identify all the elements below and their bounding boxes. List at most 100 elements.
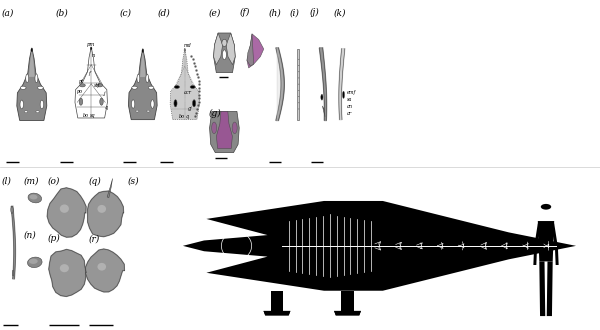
- Polygon shape: [271, 291, 283, 311]
- Polygon shape: [551, 223, 559, 265]
- Ellipse shape: [31, 48, 32, 52]
- Text: pm: pm: [87, 42, 95, 47]
- Ellipse shape: [184, 49, 185, 51]
- Text: f: f: [89, 72, 91, 77]
- Polygon shape: [339, 49, 345, 120]
- Ellipse shape: [232, 122, 237, 134]
- Text: md: md: [183, 43, 191, 48]
- Circle shape: [190, 85, 195, 88]
- Text: (j): (j): [310, 8, 319, 17]
- Polygon shape: [214, 33, 235, 73]
- Circle shape: [175, 85, 179, 88]
- Polygon shape: [322, 106, 325, 117]
- Text: q: q: [104, 105, 108, 110]
- Polygon shape: [29, 49, 35, 77]
- Ellipse shape: [40, 100, 44, 109]
- Ellipse shape: [35, 74, 38, 83]
- Text: pt: pt: [79, 79, 84, 83]
- Polygon shape: [341, 291, 353, 311]
- Text: (m): (m): [24, 177, 40, 185]
- Circle shape: [541, 204, 551, 210]
- Ellipse shape: [193, 100, 196, 107]
- Ellipse shape: [146, 74, 149, 83]
- Ellipse shape: [11, 206, 13, 214]
- Circle shape: [20, 86, 26, 89]
- Polygon shape: [247, 34, 264, 68]
- Polygon shape: [539, 261, 545, 316]
- Ellipse shape: [222, 39, 227, 47]
- Text: stf: stf: [94, 83, 100, 88]
- Polygon shape: [209, 112, 239, 152]
- Text: (e): (e): [209, 8, 221, 17]
- Text: (p): (p): [48, 234, 61, 244]
- Ellipse shape: [142, 49, 143, 52]
- Polygon shape: [128, 49, 157, 120]
- Ellipse shape: [20, 100, 23, 109]
- Polygon shape: [538, 221, 554, 261]
- Text: n: n: [92, 53, 95, 58]
- Text: bo: bo: [178, 114, 184, 119]
- Polygon shape: [276, 48, 284, 120]
- Polygon shape: [86, 249, 124, 292]
- Ellipse shape: [60, 264, 69, 272]
- Circle shape: [136, 110, 139, 112]
- Ellipse shape: [26, 74, 29, 83]
- Polygon shape: [547, 261, 553, 316]
- Text: q: q: [185, 114, 188, 119]
- Polygon shape: [334, 311, 361, 315]
- Text: an: an: [347, 104, 353, 109]
- Polygon shape: [183, 201, 576, 291]
- Ellipse shape: [100, 98, 103, 105]
- Ellipse shape: [321, 94, 323, 100]
- Text: (r): (r): [89, 234, 100, 243]
- Text: j: j: [104, 91, 105, 96]
- Text: ar: ar: [347, 112, 352, 116]
- Ellipse shape: [212, 122, 217, 134]
- Text: gj: gj: [188, 107, 193, 112]
- Polygon shape: [11, 206, 16, 279]
- Polygon shape: [75, 47, 107, 118]
- Polygon shape: [0, 0, 600, 167]
- Polygon shape: [247, 34, 254, 66]
- Polygon shape: [88, 191, 124, 237]
- Polygon shape: [140, 50, 146, 77]
- Circle shape: [146, 110, 150, 112]
- Ellipse shape: [91, 47, 92, 50]
- Text: (k): (k): [334, 8, 346, 17]
- Ellipse shape: [79, 98, 83, 105]
- Polygon shape: [533, 223, 541, 265]
- Circle shape: [80, 84, 85, 87]
- Polygon shape: [217, 112, 232, 148]
- Text: sa: sa: [347, 97, 352, 102]
- Ellipse shape: [137, 74, 140, 83]
- Polygon shape: [226, 33, 235, 65]
- Polygon shape: [263, 311, 290, 315]
- Text: (d): (d): [157, 8, 170, 17]
- Polygon shape: [170, 49, 199, 120]
- Polygon shape: [17, 48, 47, 120]
- Text: bo: bo: [83, 113, 89, 117]
- Ellipse shape: [28, 257, 42, 268]
- Ellipse shape: [131, 100, 135, 108]
- Text: (a): (a): [1, 8, 14, 17]
- Polygon shape: [263, 311, 290, 315]
- Ellipse shape: [60, 204, 69, 213]
- Polygon shape: [47, 188, 86, 237]
- Ellipse shape: [12, 270, 14, 276]
- Polygon shape: [277, 48, 283, 120]
- Text: (g): (g): [209, 109, 221, 118]
- Text: (b): (b): [55, 8, 68, 17]
- Text: (c): (c): [120, 8, 132, 17]
- Circle shape: [148, 86, 154, 89]
- Text: po: po: [76, 88, 82, 93]
- Ellipse shape: [28, 193, 41, 203]
- Circle shape: [132, 86, 137, 89]
- Ellipse shape: [223, 50, 226, 60]
- Polygon shape: [297, 49, 299, 120]
- Text: acr: acr: [184, 90, 192, 95]
- Ellipse shape: [174, 100, 177, 107]
- Circle shape: [97, 84, 103, 87]
- Text: sq: sq: [90, 113, 95, 117]
- Polygon shape: [334, 311, 361, 315]
- Text: (n): (n): [24, 231, 37, 240]
